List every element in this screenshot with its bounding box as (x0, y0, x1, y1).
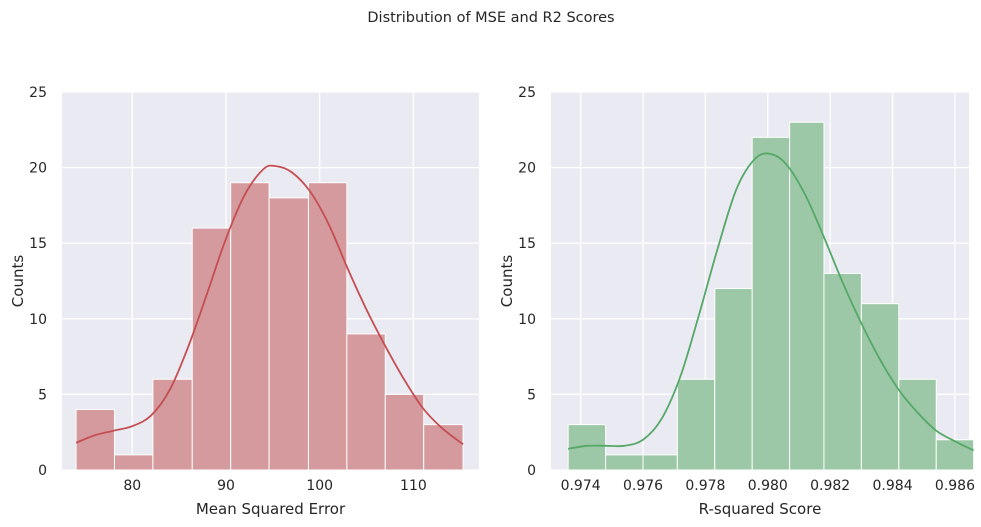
mse-kde-line (75, 164, 464, 446)
r2-bar-8 (860, 303, 900, 471)
r2-x-tick-label-0: 0.974 (561, 478, 601, 494)
mse-y-tick-label-2: 10 (29, 312, 47, 328)
r2-bar-2 (642, 454, 678, 471)
r2-x-tick-label-1: 0.976 (623, 478, 663, 494)
figure-title: Distribution of MSE and R2 Scores (367, 10, 614, 26)
mse-y-axis-label: Counts (9, 255, 27, 308)
r2-y-tick-label-1: 5 (527, 387, 536, 403)
r2-bar-10 (935, 439, 975, 471)
r2-y-tick-label-3: 15 (518, 236, 536, 252)
r2-y-tick-label-0: 0 (527, 463, 536, 479)
mse-x-tick-label-2: 100 (306, 478, 333, 494)
r2-bar-5 (751, 136, 791, 471)
r2-bar-1 (605, 454, 644, 471)
mse-x-tick-label-1: 90 (217, 478, 235, 494)
r2-x-tick-label-2: 0.978 (685, 478, 725, 494)
r2-x-tick-label-5: 0.984 (873, 478, 913, 494)
mse-y-tick-label-4: 20 (29, 161, 47, 177)
r2-bar-6 (789, 121, 825, 471)
r2-x-tick-label-4: 0.982 (810, 478, 850, 494)
mse-x-axis-label: Mean Squared Error (196, 500, 346, 518)
mse-y-tick-label-3: 15 (29, 236, 47, 252)
mse-bar-8 (384, 393, 425, 471)
r2-bar-4 (714, 288, 753, 471)
r2-histogram-panel: 0.974 0.976 0.978 0.980 0.982 0.984 0.986 0 5 10 1… (498, 85, 975, 518)
mse-x-tick-label-0: 80 (123, 478, 141, 494)
mse-bar-5 (268, 197, 309, 471)
r2-bar-7 (823, 272, 862, 471)
mse-bar-6 (307, 182, 348, 471)
r2-bar-3 (676, 378, 716, 471)
r2-x-tick-label-3: 0.980 (748, 478, 788, 494)
r2-x-axis-label: R-squared Score (699, 500, 822, 518)
r2-x-tick-label-6: 0.986 (935, 478, 975, 494)
mse-bar-3 (191, 227, 232, 471)
r2-y-axis-label: Counts (498, 255, 516, 308)
mse-bar-1 (113, 454, 154, 471)
mse-bar-7 (346, 333, 386, 471)
r2-bar-9 (898, 378, 937, 471)
r2-kde-line (568, 152, 975, 452)
mse-bar-2 (152, 378, 193, 471)
mse-y-tick-label-0: 0 (38, 463, 47, 479)
r2-y-tick-label-4: 20 (518, 161, 536, 177)
mse-y-tick-label-5: 25 (29, 85, 47, 101)
r2-y-tick-label-5: 25 (518, 85, 536, 101)
mse-bar-4 (230, 182, 270, 471)
r2-y-tick-label-2: 10 (518, 312, 536, 328)
mse-histogram-panel: 80 90 100 110 0 5 10 15 20 25 Mean Squared Error Co… (9, 85, 479, 518)
mse-x-tick-label-3: 110 (400, 478, 427, 494)
mse-y-tick-label-1: 5 (38, 387, 47, 403)
mse-bar-9 (423, 424, 464, 471)
